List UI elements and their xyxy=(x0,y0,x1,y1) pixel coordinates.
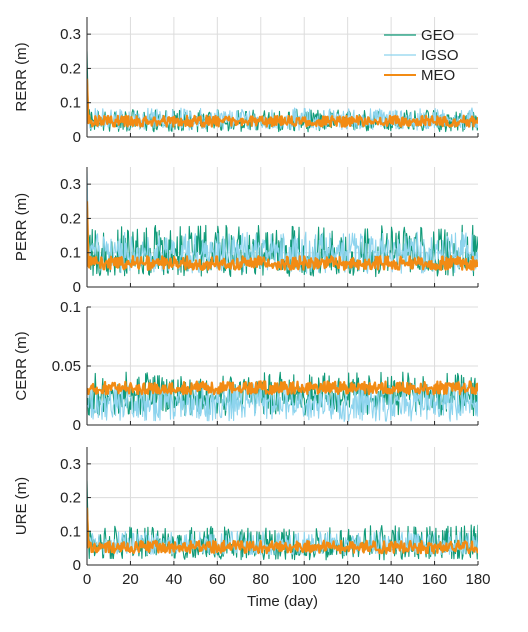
series-line-meo xyxy=(87,201,478,271)
series-line-meo xyxy=(87,78,478,128)
y-axis-label: RERR (m) xyxy=(13,42,30,111)
x-tick-label: 180 xyxy=(465,571,490,588)
panel-4: 0 0.1 0.2 0.3 0 20 40 60 80 100 120 140 160 180 URE (m… xyxy=(13,447,491,610)
y-tick-label: 0.3 xyxy=(60,176,81,193)
series-line-meo xyxy=(87,507,478,555)
x-tick-label: 60 xyxy=(209,571,226,588)
y-tick-label: 0 xyxy=(73,557,81,574)
y-tick-label: 0.2 xyxy=(60,60,81,77)
x-tick-label: 0 xyxy=(83,571,91,588)
legend-label-geo: GEO xyxy=(421,27,454,44)
series-group xyxy=(87,371,478,423)
y-axis-label: URE (m) xyxy=(13,477,30,535)
series-line-meo xyxy=(87,380,478,396)
series-group xyxy=(87,170,478,278)
panel-2: 0 0.1 0.2 0.3 PERR (m) xyxy=(13,167,479,296)
y-tick-label: 0 xyxy=(73,129,81,146)
x-tick-label: 100 xyxy=(292,571,317,588)
y-tick-label: 0 xyxy=(73,279,81,296)
y-tick-label: 0.2 xyxy=(60,490,81,507)
x-tick-label: 40 xyxy=(166,571,183,588)
panel-3: 0 0.05 0.1 CERR (m) xyxy=(13,299,479,434)
y-tick-label: 0.1 xyxy=(60,95,81,112)
legend-label-igso: IGSO xyxy=(421,47,459,64)
y-tick-label: 0.1 xyxy=(60,523,81,540)
y-axis-label: CERR (m) xyxy=(13,331,30,400)
series-line-geo xyxy=(87,371,478,417)
y-tick-label: 0.1 xyxy=(60,245,81,262)
y-tick-label: 0.05 xyxy=(52,358,81,375)
x-tick-label: 160 xyxy=(422,571,447,588)
y-tick-label: 0.1 xyxy=(60,299,81,316)
y-tick-label: 0.2 xyxy=(60,210,81,227)
x-axis-label: Time (day) xyxy=(247,593,318,610)
x-tick-label: 140 xyxy=(379,571,404,588)
y-tick-label: 0.3 xyxy=(60,26,81,43)
panel-1: 0 0.1 0.2 0.3 RERR (m) GEO IGSO MEO xyxy=(13,17,479,146)
legend: GEO IGSO MEO xyxy=(384,27,459,84)
y-tick-label: 0.3 xyxy=(60,456,81,473)
y-tick-label: 0 xyxy=(73,417,81,434)
grid xyxy=(87,17,478,137)
y-axis-label: PERR (m) xyxy=(13,193,30,261)
legend-label-meo: MEO xyxy=(421,67,455,84)
x-tick-label: 120 xyxy=(335,571,360,588)
x-tick-label: 20 xyxy=(122,571,139,588)
series-group xyxy=(87,51,478,133)
series-group xyxy=(87,480,478,561)
x-tick-label: 80 xyxy=(252,571,269,588)
